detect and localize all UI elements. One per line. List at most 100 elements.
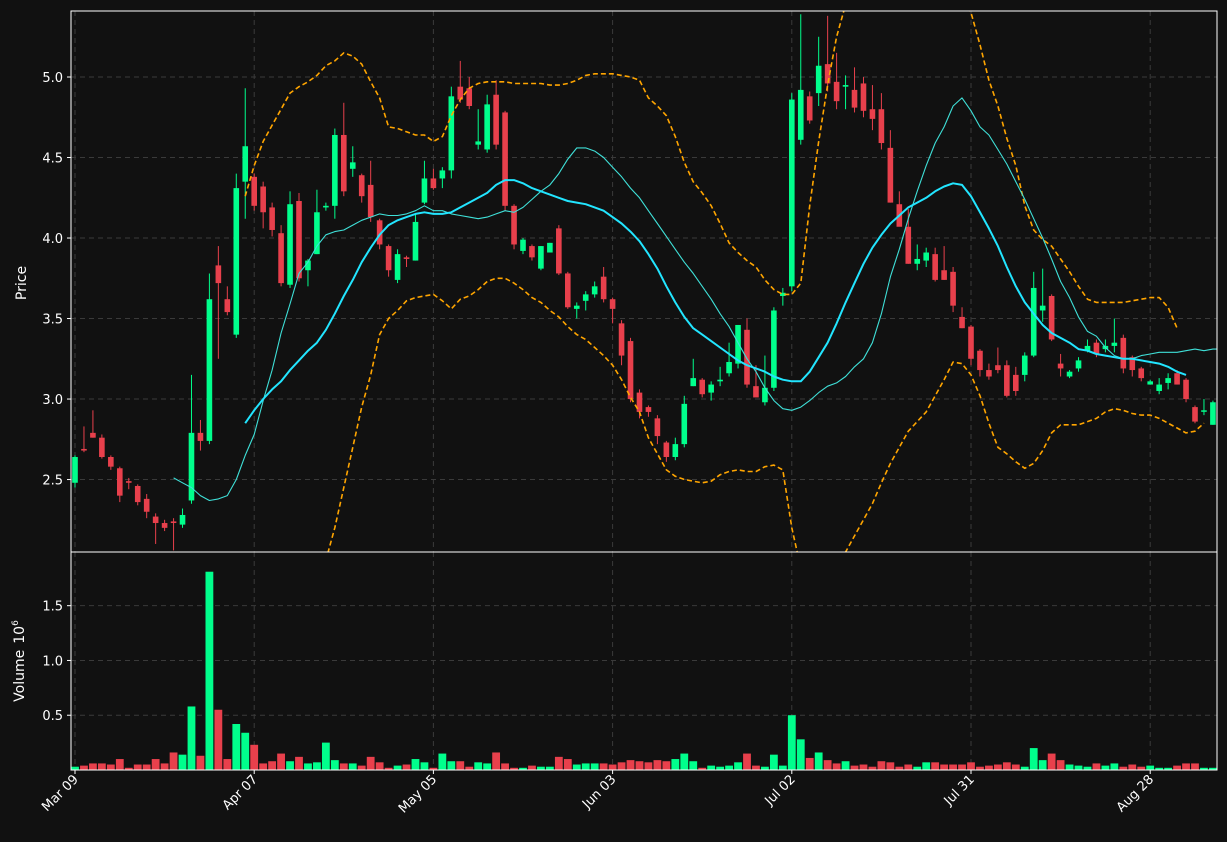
- volume-bar: [447, 761, 456, 770]
- volume-bar: [330, 760, 339, 770]
- candle-body: [1201, 410, 1207, 412]
- volume-bar: [429, 767, 438, 770]
- volume-bar: [814, 752, 823, 770]
- candle-body: [197, 432, 204, 441]
- candle-body: [1021, 355, 1028, 375]
- volume-bar: [895, 766, 904, 770]
- volume-bar: [976, 766, 984, 770]
- candle-body: [780, 292, 786, 296]
- volume-bar: [635, 761, 644, 770]
- volume-bar: [321, 742, 330, 770]
- candle-body: [1183, 379, 1189, 400]
- candle-body: [296, 200, 302, 279]
- volume-tick-label: 1.0: [42, 654, 63, 669]
- volume-bar: [89, 763, 97, 770]
- candle-body: [672, 444, 679, 458]
- candle-body: [824, 64, 831, 84]
- candle-body: [797, 89, 804, 140]
- volume-bar: [1047, 753, 1056, 770]
- candle-body: [627, 341, 634, 400]
- candle-body: [323, 205, 329, 208]
- volume-bar: [304, 763, 312, 770]
- volume-bar: [922, 762, 931, 770]
- volume-bar: [268, 761, 277, 770]
- volume-bar: [653, 760, 662, 770]
- candle-body: [905, 226, 912, 264]
- candle-body: [1004, 365, 1010, 396]
- candle-body: [170, 521, 177, 524]
- candle-body: [341, 134, 347, 192]
- volume-bar: [1128, 764, 1137, 770]
- volume-bar: [787, 715, 796, 770]
- volume-bar: [402, 764, 411, 770]
- candle-body: [81, 448, 87, 451]
- candle-body: [842, 85, 849, 87]
- volume-axis-label: Volume 106: [11, 620, 28, 702]
- candle-body: [618, 323, 625, 356]
- candle-body: [950, 271, 956, 306]
- candle-body: [367, 184, 374, 218]
- candle-body: [1048, 295, 1055, 340]
- volume-bar: [1137, 766, 1146, 770]
- candle-body: [403, 257, 410, 259]
- volume-bar: [796, 739, 805, 770]
- volume-bar: [985, 765, 993, 770]
- candle-body: [233, 188, 240, 335]
- volume-bar: [967, 762, 975, 770]
- candle-body: [206, 299, 213, 441]
- price-tick-label: 5.0: [42, 71, 63, 86]
- volume-bar: [357, 765, 366, 770]
- price-tick-label: 2.5: [42, 474, 63, 489]
- candle-body: [735, 324, 741, 364]
- volume-bar: [465, 766, 474, 770]
- volume-bar: [1119, 766, 1128, 770]
- volume-bar: [743, 753, 751, 770]
- candle-body: [932, 254, 938, 280]
- volume-bar: [805, 757, 814, 770]
- candle-body: [851, 89, 858, 108]
- candle-body: [744, 329, 750, 385]
- candle-body: [986, 370, 992, 377]
- candle-body: [421, 178, 428, 203]
- volume-bars: [71, 571, 1217, 770]
- volume-bar: [1110, 763, 1119, 770]
- candle-body: [484, 104, 490, 150]
- candle-body: [789, 99, 795, 287]
- candle-body: [878, 109, 885, 144]
- candle-body: [430, 178, 437, 189]
- volume-bar: [1011, 764, 1020, 770]
- candle-body: [1039, 305, 1046, 311]
- volume-bar: [1038, 760, 1047, 770]
- volume-bar: [778, 765, 787, 770]
- candle-body: [260, 186, 266, 213]
- volume-bar: [940, 764, 949, 770]
- candle-body: [1138, 368, 1145, 379]
- volume-bar: [384, 767, 393, 770]
- volume-bar: [80, 765, 88, 770]
- candle-body: [475, 141, 481, 145]
- volume-bar: [1101, 765, 1110, 770]
- volume-bar: [1083, 766, 1092, 770]
- volume-bar: [1164, 767, 1173, 770]
- candle-body: [179, 514, 186, 525]
- candle-body: [860, 83, 867, 111]
- candle-body: [99, 437, 105, 458]
- candle-body: [269, 207, 275, 230]
- candle-body: [806, 96, 813, 121]
- volume-bar: [205, 571, 214, 770]
- price-axis-ticks: 2.5 3.0 3.5 4.0 4.5 5.0: [42, 71, 71, 489]
- volume-bar: [1191, 763, 1199, 770]
- candle-body: [134, 485, 141, 503]
- candle-body: [1147, 381, 1153, 385]
- candle-body: [645, 407, 652, 412]
- volume-bar: [608, 764, 617, 770]
- volume-bar: [313, 762, 321, 770]
- candle-body: [923, 252, 929, 261]
- candle-body: [1174, 373, 1180, 385]
- volume-bar: [250, 744, 259, 770]
- volume-bar: [169, 752, 178, 770]
- candle-body: [1210, 402, 1216, 425]
- volume-bar: [1200, 767, 1208, 770]
- candle-body: [278, 233, 284, 284]
- volume-bar: [761, 766, 769, 770]
